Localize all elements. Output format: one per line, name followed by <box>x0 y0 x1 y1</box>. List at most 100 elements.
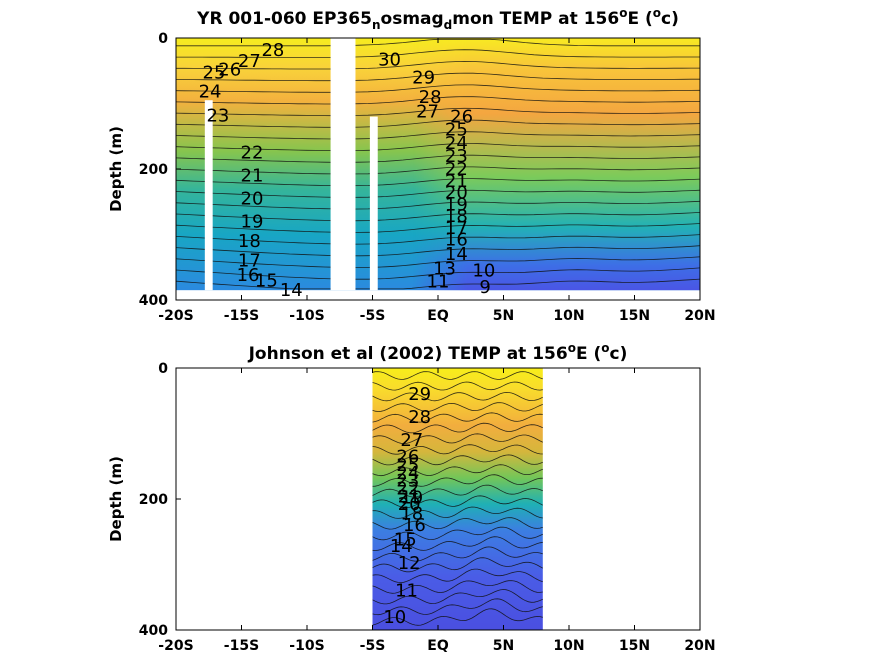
isotherm-line <box>372 589 543 605</box>
y-tick-label: 200 <box>139 162 168 178</box>
isotherm-line <box>372 371 543 380</box>
isotherm-line <box>175 200 701 210</box>
contour-label: 14 <box>445 244 468 265</box>
isotherm-line <box>372 568 543 584</box>
x-tick-label: -15S <box>224 308 259 324</box>
isotherm-line <box>372 526 543 541</box>
x-tick-label: 5N <box>493 638 514 654</box>
contour-label: 25 <box>203 63 226 84</box>
isotherm-line <box>175 189 701 198</box>
contour-label: 29 <box>408 384 431 405</box>
isotherm-line <box>372 454 543 466</box>
x-tick-label: -10S <box>289 308 324 324</box>
x-tick-label: -20S <box>158 308 193 324</box>
y-tick-label: 0 <box>158 361 168 377</box>
contour-label: 19 <box>241 211 264 232</box>
isotherm-line <box>372 474 543 487</box>
contour-label: 9 <box>479 277 490 298</box>
contour-label: 18 <box>238 231 261 252</box>
isotherm-line <box>175 178 701 187</box>
isotherm-line <box>372 506 543 519</box>
isotherm-line <box>175 256 701 268</box>
isotherm-line <box>175 96 701 105</box>
y-tick-label: 200 <box>139 492 168 508</box>
isotherm-line <box>176 49 700 58</box>
isotherm-line <box>372 391 543 402</box>
contour-label: 15 <box>255 270 278 291</box>
contour-label: 10 <box>383 607 406 628</box>
isotherm-line <box>372 433 543 445</box>
isotherm-line <box>372 444 543 455</box>
contour-label: 13 <box>433 259 456 280</box>
contour-label: 19 <box>400 488 423 509</box>
contour-label: 21 <box>398 486 421 507</box>
contour-label: 30 <box>378 50 401 71</box>
y-tick-label: 400 <box>139 623 168 639</box>
chart-title: Johnson et al (2002) TEMP at 156oE (oc) <box>248 341 628 364</box>
contour-label: 21 <box>445 171 468 192</box>
contour-label: 24 <box>396 463 419 484</box>
x-tick-label: EQ <box>427 308 449 324</box>
isotherm-line <box>372 381 543 391</box>
y-tick-label: 400 <box>139 293 168 309</box>
y-axis-label: Depth (m) <box>107 456 125 542</box>
isotherm-line <box>175 245 701 257</box>
contour-label: 26 <box>396 446 419 467</box>
contour-label: 26 <box>450 107 473 128</box>
x-tick-label: 5N <box>493 308 514 324</box>
contour-label: 27 <box>416 101 439 122</box>
contour-label: 20 <box>445 183 468 204</box>
missing-data-strip <box>369 116 378 291</box>
isotherm-line <box>175 278 701 290</box>
isotherm-line <box>175 84 701 93</box>
temperature-field <box>372 368 543 630</box>
isotherm-line <box>175 212 701 222</box>
isotherm-line <box>372 517 543 530</box>
contour-label: 25 <box>445 120 468 141</box>
x-tick-label: -20S <box>158 638 193 654</box>
isotherm-line <box>372 402 543 412</box>
x-tick-label: -10S <box>289 638 324 654</box>
x-tick-label: 20N <box>684 308 715 324</box>
isotherm-line <box>372 464 543 477</box>
isotherm-line <box>175 223 701 233</box>
contour-label: 24 <box>445 133 468 154</box>
contour-label: 10 <box>472 261 495 282</box>
contour-label: 27 <box>400 430 423 451</box>
isotherm-line <box>372 536 543 551</box>
x-tick-label: 15N <box>619 308 650 324</box>
isotherm-line <box>175 154 701 163</box>
contour-label: 22 <box>445 159 468 180</box>
contour-label: 25 <box>396 455 419 476</box>
contour-label: 18 <box>445 206 468 227</box>
isotherm-line <box>175 72 700 82</box>
contour-label: 11 <box>395 581 418 602</box>
isotherm-line <box>176 60 700 70</box>
x-tick-label: EQ <box>427 638 449 654</box>
isotherm-line <box>175 143 701 152</box>
contour-label: 20 <box>241 188 264 209</box>
x-tick-label: 10N <box>553 308 584 324</box>
missing-data-strip <box>330 38 356 291</box>
x-tick-label: 20N <box>684 638 715 654</box>
x-tick-label: 10N <box>553 638 584 654</box>
x-tick-label: 15N <box>619 638 650 654</box>
isotherm-line <box>175 166 701 175</box>
isotherm-line <box>175 267 701 280</box>
isotherm-line <box>175 107 701 117</box>
isotherm-line <box>372 484 543 498</box>
chart-title: YR 001-060 EP365nosmagdmon TEMP at 156oE… <box>196 6 679 32</box>
contour-label: 18 <box>400 503 423 524</box>
contour-label: 29 <box>412 67 435 88</box>
contour-label: 24 <box>199 82 222 103</box>
contour-label: 16 <box>403 515 426 536</box>
contour-label: 15 <box>394 530 417 551</box>
contour-label: 22 <box>396 479 419 500</box>
contour-label: 28 <box>261 40 284 61</box>
contour-label: 16 <box>445 230 468 251</box>
contour-label: 14 <box>390 536 413 557</box>
contour-label: 23 <box>396 471 419 492</box>
